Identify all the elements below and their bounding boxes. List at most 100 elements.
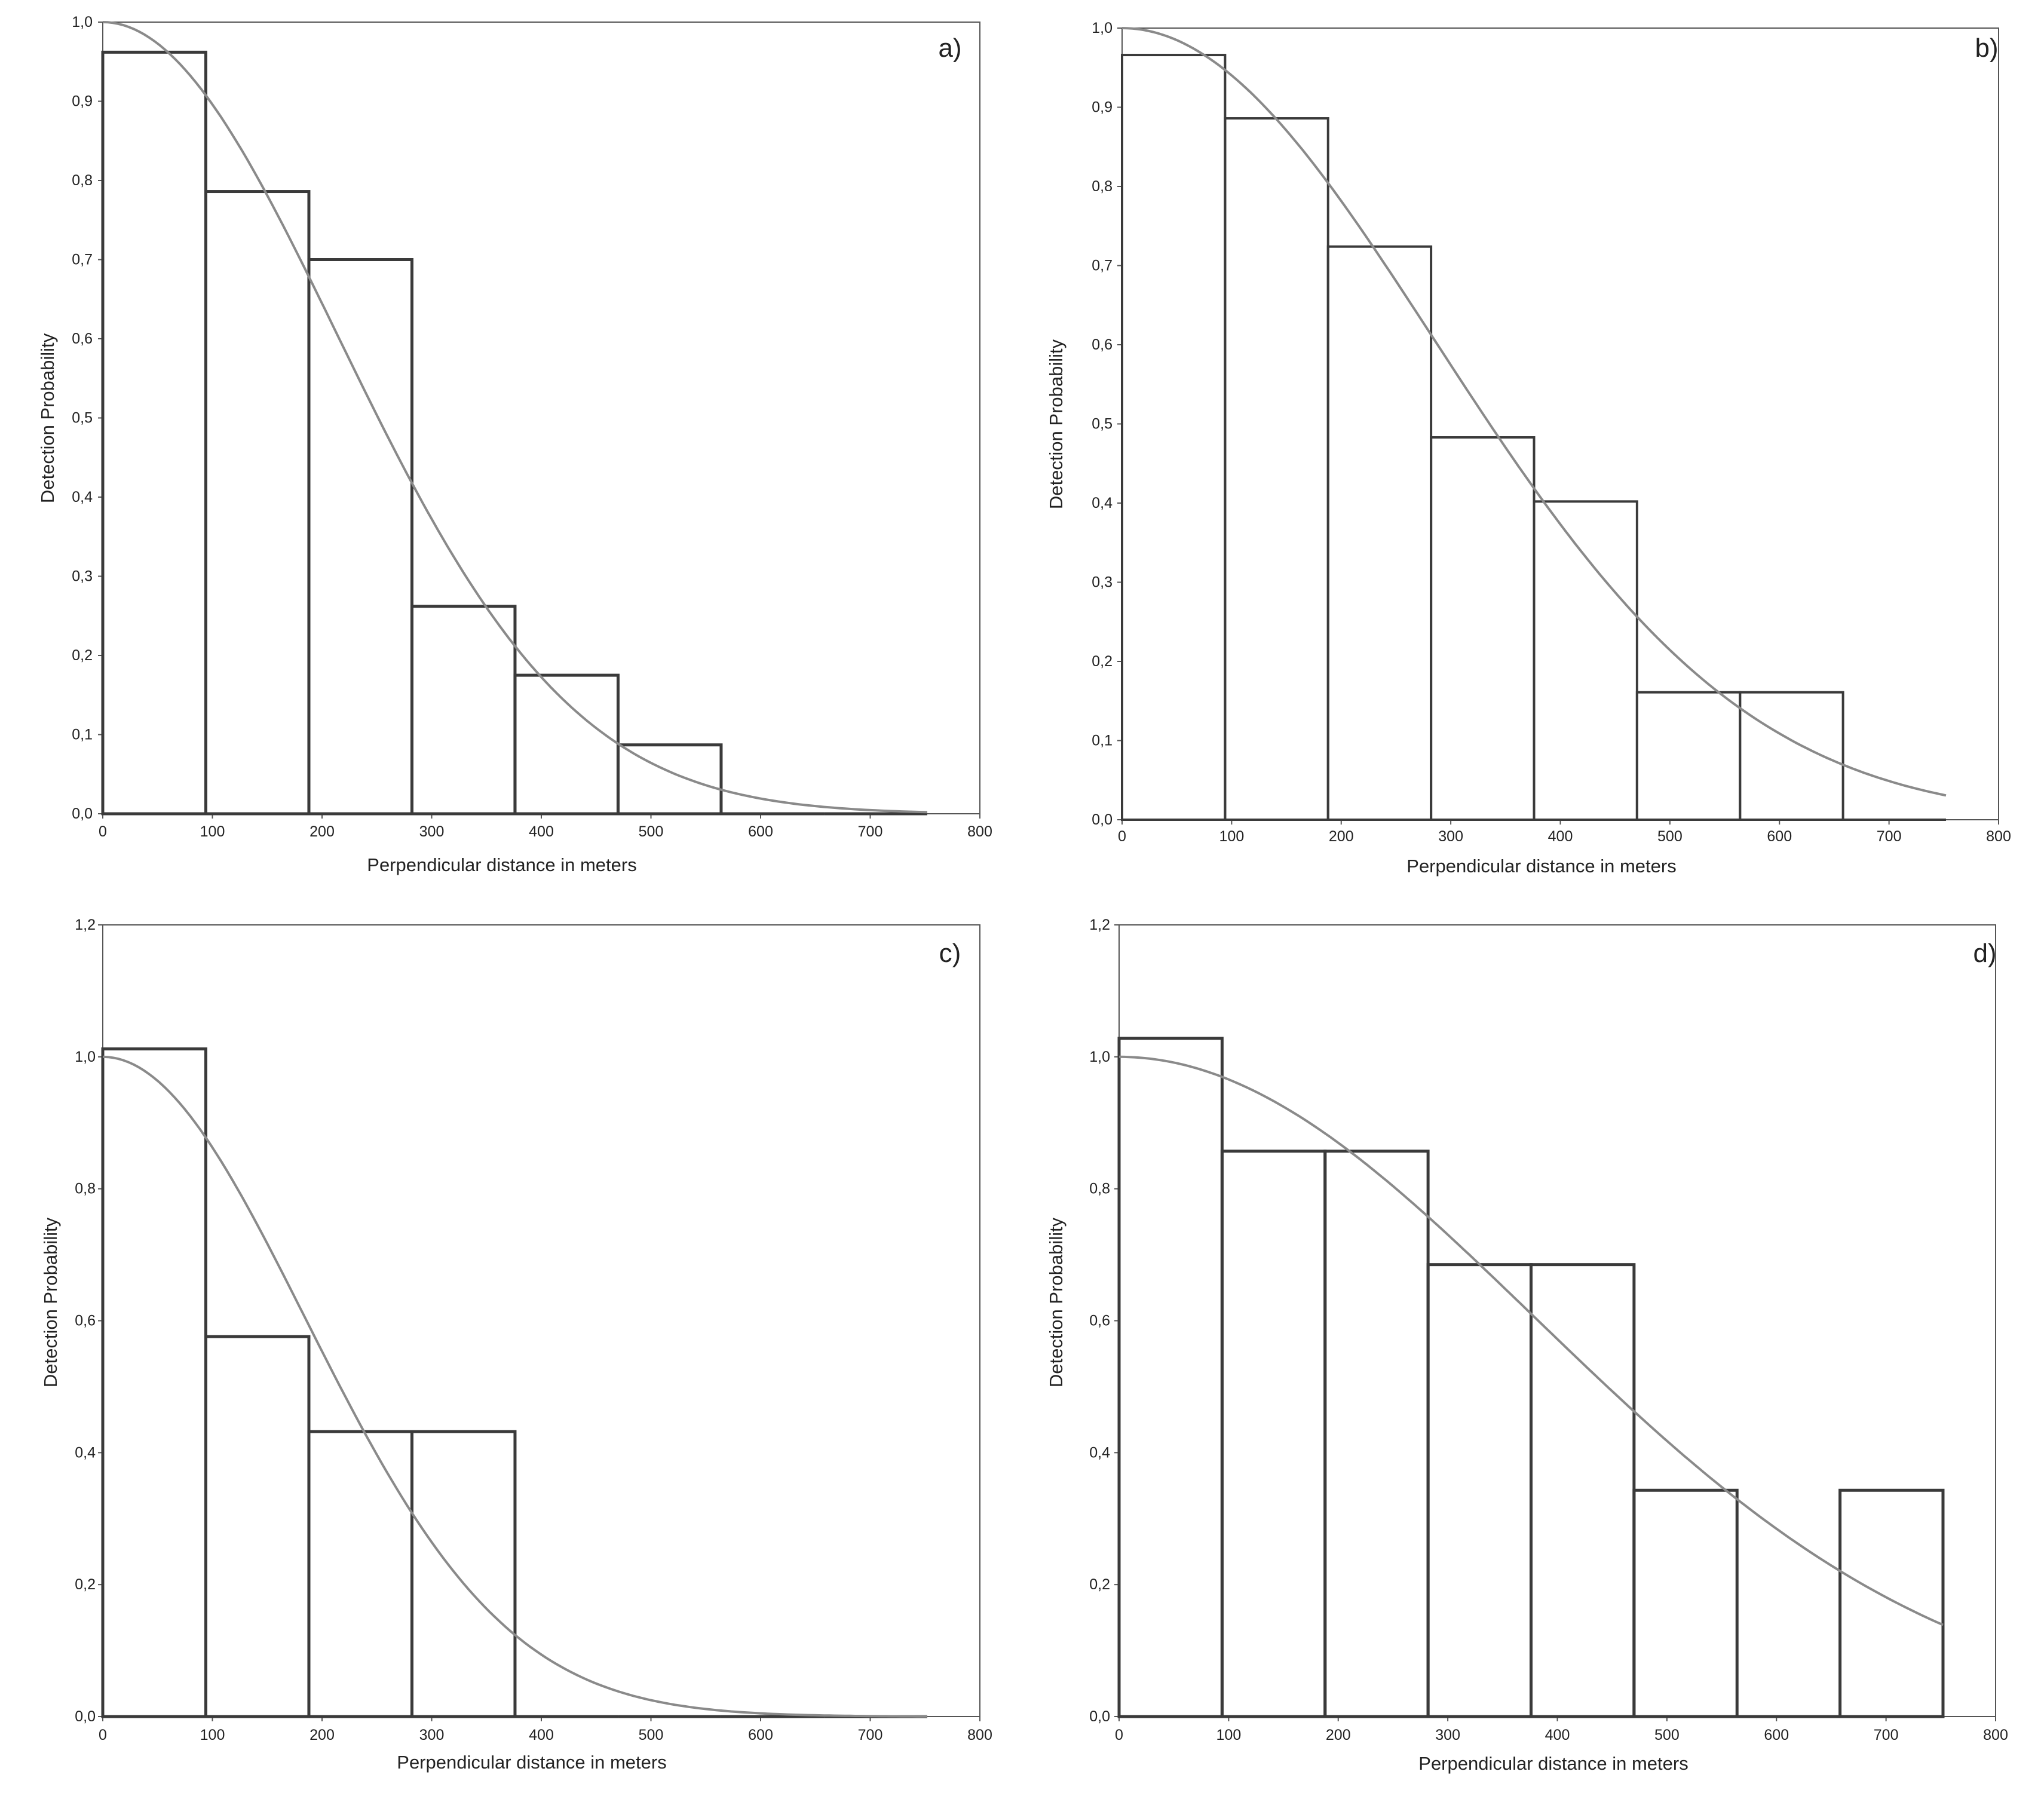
y-tick-label: 0,2 — [1089, 1576, 1110, 1593]
y-tick-label: 0,1 — [1092, 733, 1113, 749]
x-tick-label: 400 — [1545, 1727, 1570, 1743]
x-tick-label: 800 — [967, 1727, 992, 1743]
panel-letter: d) — [1973, 939, 1996, 968]
histogram-bar — [1533, 500, 1638, 821]
x-tick-label: 100 — [200, 823, 225, 840]
x-tick-label: 200 — [309, 1727, 335, 1743]
x-tick-label: 800 — [1986, 828, 2011, 845]
y-tick-label: 0,3 — [1092, 574, 1113, 591]
panel-a: 0,0 0,1 0,2 0,3 0,4 0,5 0,6 0,7 0,8 0,9 1,0 0 100 200… — [37, 14, 992, 875]
x-tick-label: 500 — [639, 823, 664, 840]
y-tick-label: 0,2 — [1092, 653, 1113, 670]
y-tick-label: 0,9 — [1092, 99, 1113, 116]
histogram-bar — [1632, 1488, 1739, 1718]
panel-c: 0,0 0,2 0,4 0,6 0,8 1,0 1,2 0 100 200 300 400 500 600… — [40, 917, 992, 1773]
panel-letter: c) — [939, 939, 961, 968]
x-tick-label: 400 — [1548, 828, 1573, 845]
x-tick-label: 700 — [1877, 828, 1902, 845]
x-tick-label: 100 — [200, 1727, 225, 1743]
y-tick-label: 0,0 — [75, 1708, 96, 1725]
x-tick-label: 700 — [1874, 1727, 1899, 1743]
y-tick-label: 1,2 — [1089, 917, 1110, 933]
y-tick-label: 0,8 — [1089, 1181, 1110, 1197]
y-tick-label: 0,0 — [72, 805, 93, 822]
x-tick-label: 200 — [1329, 828, 1354, 845]
x-tick-label: 500 — [1657, 828, 1683, 845]
y-tick-label: 1,0 — [1089, 1049, 1110, 1065]
y-tick-label: 0,4 — [72, 489, 93, 505]
panel-letter: b) — [1975, 33, 1998, 63]
x-tick-label: 800 — [1983, 1727, 2008, 1743]
histogram-bar — [307, 258, 413, 816]
y-tick-label: 0,4 — [75, 1444, 96, 1461]
x-tick-label: 600 — [748, 823, 773, 840]
x-axis-label: Perpendicular distance in meters — [1406, 856, 1676, 876]
detection-curve — [1118, 1055, 1944, 1626]
histogram-bar — [1838, 1488, 1945, 1718]
y-tick-label: 0,0 — [1092, 811, 1113, 828]
histogram-bar — [410, 1430, 517, 1718]
y-tick-label: 0,6 — [1092, 336, 1113, 353]
x-tick-label: 700 — [858, 823, 883, 840]
x-axis-label: Perpendicular distance in meters — [367, 854, 636, 875]
y-axis-label: Detection Probability — [40, 1217, 61, 1387]
panel-letter: a) — [938, 33, 961, 63]
y-tick-label: 0,1 — [72, 727, 93, 743]
y-tick-label: 1,0 — [1092, 20, 1113, 36]
x-tick-label: 0 — [99, 1727, 107, 1743]
x-tick-label: 300 — [1435, 1727, 1460, 1743]
y-tick-label: 0,6 — [75, 1313, 96, 1329]
y-axis-label: Detection Probability — [1046, 339, 1067, 509]
y-tick-label: 0,7 — [72, 252, 93, 268]
y-tick-label: 0,2 — [75, 1576, 96, 1593]
panel-d: 0,0 0,2 0,4 0,6 0,8 1,0 1,2 0 100 200 300 400 500 600… — [1046, 917, 2008, 1774]
x-tick-label: 300 — [419, 1727, 445, 1743]
x-tick-label: 0 — [1115, 1727, 1123, 1743]
y-tick-label: 0,5 — [1092, 416, 1113, 433]
x-axis-label: Perpendicular distance in meters — [397, 1752, 666, 1773]
y-tick-label: 0,4 — [1092, 495, 1113, 511]
x-tick-label: 400 — [529, 823, 554, 840]
y-tick-label: 0,9 — [72, 93, 93, 110]
x-tick-label: 0 — [99, 823, 107, 840]
x-tick-label: 600 — [1764, 1727, 1789, 1743]
x-axis-label: Perpendicular distance in meters — [1418, 1753, 1688, 1774]
y-tick-label: 0,6 — [1089, 1313, 1110, 1329]
detection-curve — [102, 1055, 927, 1718]
panel-b: 0,0 0,1 0,2 0,3 0,4 0,5 0,6 0,7 0,8 0,9 1,0 0 100 200… — [1046, 20, 2011, 876]
detection-curve — [1121, 27, 1947, 797]
y-tick-label: 0,8 — [75, 1181, 96, 1197]
x-tick-label: 300 — [419, 823, 445, 840]
y-tick-label: 0,8 — [72, 172, 93, 189]
x-tick-label: 100 — [1219, 828, 1245, 845]
y-tick-label: 0,0 — [1089, 1708, 1110, 1725]
histogram-bar — [616, 743, 723, 816]
y-tick-label: 1,0 — [72, 14, 93, 30]
y-tick-label: 0,5 — [72, 410, 93, 427]
x-tick-label: 400 — [529, 1727, 554, 1743]
y-tick-label: 0,3 — [72, 568, 93, 585]
detection-curve — [102, 21, 927, 814]
x-tick-label: 100 — [1216, 1727, 1242, 1743]
x-tick-label: 300 — [1438, 828, 1463, 845]
x-tick-label: 200 — [1326, 1727, 1351, 1743]
y-axis-label: Detection Probability — [1046, 1217, 1067, 1387]
y-axis-label: Detection Probability — [37, 333, 58, 503]
y-tick-label: 0,2 — [72, 647, 93, 664]
x-tick-label: 500 — [1654, 1727, 1680, 1743]
x-tick-label: 500 — [639, 1727, 664, 1743]
x-tick-label: 600 — [1767, 828, 1792, 845]
x-tick-label: 700 — [858, 1727, 883, 1743]
y-tick-label: 0,7 — [1092, 258, 1113, 274]
y-tick-label: 0,8 — [1092, 178, 1113, 195]
x-tick-label: 800 — [967, 823, 992, 840]
y-tick-label: 0,4 — [1089, 1444, 1110, 1461]
y-tick-label: 1,2 — [75, 917, 96, 933]
x-tick-label: 200 — [309, 823, 335, 840]
histogram-bar — [1739, 691, 1844, 822]
y-tick-label: 0,6 — [72, 330, 93, 347]
y-tick-label: 1,0 — [75, 1049, 96, 1065]
x-tick-label: 600 — [748, 1727, 773, 1743]
